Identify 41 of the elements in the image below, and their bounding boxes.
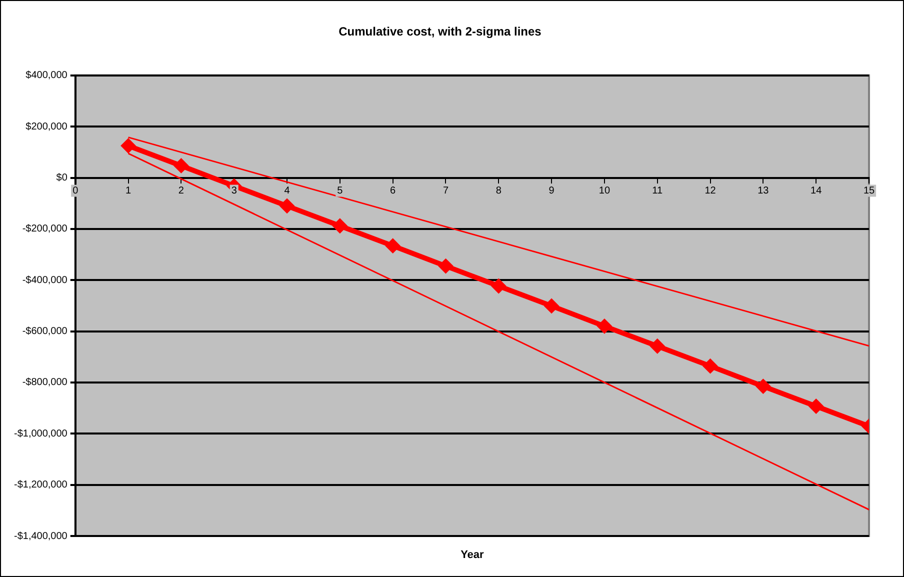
y-tick-label: $400,000	[26, 70, 68, 82]
x-tick-label: 6	[390, 186, 396, 197]
point	[491, 278, 506, 294]
x-tick-label: 11	[652, 186, 663, 197]
x-tick-label: 3	[231, 186, 238, 197]
x-tick-label: 14	[810, 186, 822, 197]
x-tick-label: 1	[126, 186, 132, 197]
point	[650, 338, 665, 354]
x-tick-label: 13	[758, 186, 770, 197]
point	[174, 158, 189, 174]
x-tick-label: 5	[337, 186, 344, 197]
point	[438, 258, 454, 274]
y-tick-label: -$800,000	[22, 377, 68, 388]
chart-title: Cumulative cost, with 2-sigma lines	[338, 24, 542, 39]
x-tick-label: 2	[178, 186, 184, 197]
x-tick-label: 8	[496, 186, 502, 197]
point	[756, 378, 771, 394]
x-tick-label: 10	[598, 186, 610, 197]
point	[808, 398, 824, 414]
point	[385, 238, 400, 254]
y-tick-label: -$1,200,000	[14, 480, 68, 491]
y-tick-label: -$600,000	[22, 326, 68, 338]
point	[332, 218, 348, 234]
point	[280, 198, 295, 214]
y-tick-label: -$1,000,000	[14, 428, 68, 440]
point	[120, 138, 136, 154]
point	[702, 358, 718, 374]
y-tick-label: -$400,000	[22, 274, 68, 286]
x-axis-title: Year	[460, 549, 485, 561]
x-tick-label: 15	[863, 186, 875, 197]
y-tick-label: -$1,400,000	[14, 530, 68, 542]
point	[596, 318, 612, 334]
x-tick-label: 9	[548, 186, 555, 197]
x-tick-label: 7	[442, 186, 449, 197]
y-tick-label: $200,000	[26, 121, 68, 132]
y-tick-label: -$200,000	[22, 224, 68, 235]
x-tick-label: 12	[704, 186, 716, 197]
point	[544, 298, 560, 314]
x-tick-label: 4	[284, 186, 290, 197]
y-tick-label: $0	[56, 172, 68, 184]
x-tick-label: 0	[72, 186, 79, 197]
